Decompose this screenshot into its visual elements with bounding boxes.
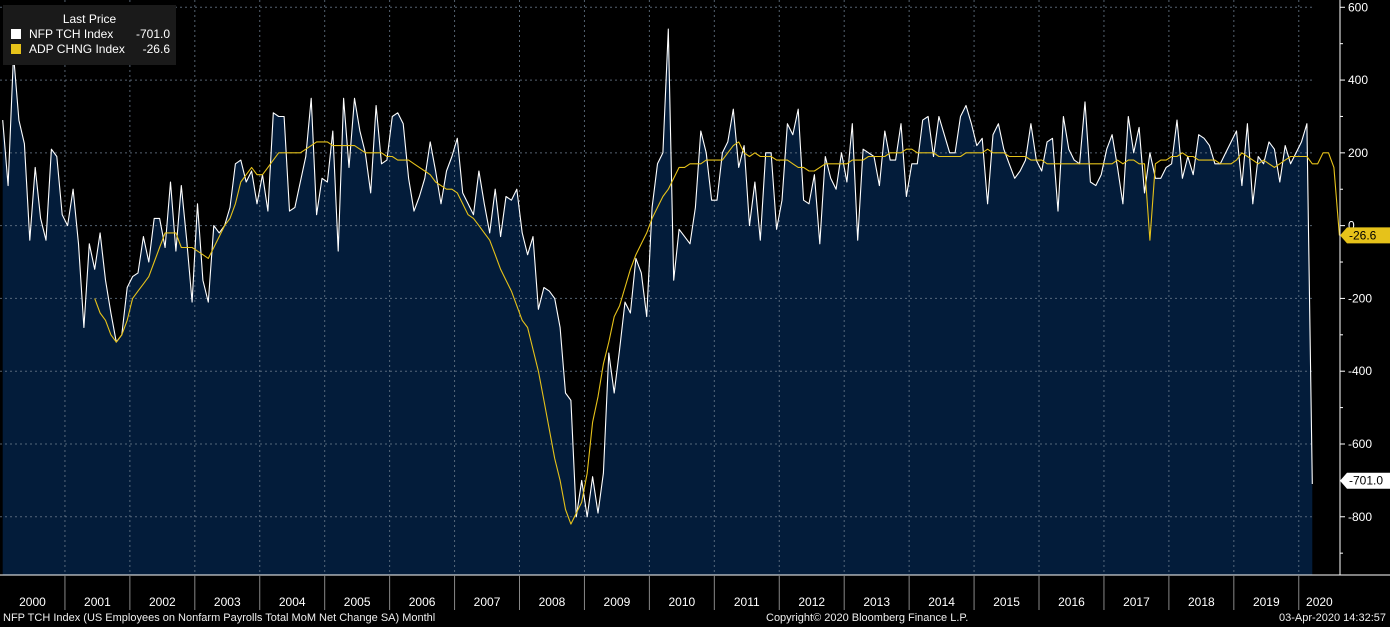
legend-name-adp: ADP CHNG Index [29, 42, 125, 56]
line-chart: 6004002000-200-400-600-800-26.6-701.0200… [0, 0, 1390, 610]
x-tick-label-2016: 2016 [1058, 595, 1085, 609]
x-tick-label-2010: 2010 [669, 595, 696, 609]
x-tick-label-2003: 2003 [214, 595, 241, 609]
x-tick-label-2005: 2005 [344, 595, 371, 609]
x-tick-label-2019: 2019 [1253, 595, 1280, 609]
x-tick-label-2009: 2009 [604, 595, 631, 609]
x-tick-label-2013: 2013 [863, 595, 890, 609]
nfp-last-value-badge-label: -701.0 [1349, 474, 1383, 488]
x-tick-label-2004: 2004 [279, 595, 306, 609]
x-tick-label-2012: 2012 [798, 595, 825, 609]
x-tick-label-2015: 2015 [993, 595, 1020, 609]
x-tick-label-2011: 2011 [734, 595, 760, 609]
adp-last-value-badge-bg [1340, 227, 1390, 244]
nfp-area-fill [2, 29, 1313, 576]
footer-bar: NFP TCH Index (US Employees on Nonfarm P… [0, 610, 1390, 627]
legend-item-nfp: NFP TCH Index -701.0 [3, 27, 176, 42]
y-tick-label-400: 400 [1348, 73, 1368, 87]
x-tick-label-2018: 2018 [1188, 595, 1215, 609]
footer-timestamp: 03-Apr-2020 14:32:57 [1278, 612, 1386, 624]
x-tick-label-2000: 2000 [19, 595, 46, 609]
x-tick-label-2014: 2014 [928, 595, 955, 609]
y-tick-label--200: -200 [1348, 291, 1372, 305]
y-tick-label--400: -400 [1348, 364, 1372, 378]
y-tick-label--800: -800 [1348, 510, 1372, 524]
legend-swatch-adp [11, 44, 21, 54]
legend: Last Price NFP TCH Index -701.0 ADP CHNG… [3, 5, 176, 65]
y-tick-label-200: 200 [1348, 146, 1368, 160]
footer-description: NFP TCH Index (US Employees on Nonfarm P… [3, 612, 436, 624]
x-axis-band [0, 575, 1390, 610]
legend-header: Last Price [62, 12, 117, 26]
adp-series-line [94, 141, 1340, 525]
y-tick-label--600: -600 [1348, 437, 1372, 451]
x-tick-label-2017: 2017 [1123, 595, 1150, 609]
legend-value-nfp: -701.0 [135, 27, 170, 41]
footer-copyright: Copyright© 2020 Bloomberg Finance L.P. [766, 612, 969, 624]
x-tick-label-2001: 2001 [84, 595, 111, 609]
legend-item-adp: ADP CHNG Index -26.6 [3, 42, 176, 57]
legend-value-adp: -26.6 [142, 42, 170, 56]
legend-name-nfp: NFP TCH Index [29, 27, 114, 41]
x-tick-label-2002: 2002 [149, 595, 176, 609]
legend-swatch-nfp [11, 29, 21, 39]
nfp-series-line [2, 28, 1313, 518]
y-tick-label-0: 0 [1348, 219, 1355, 233]
x-tick-label-2008: 2008 [539, 595, 566, 609]
x-tick-label-2006: 2006 [409, 595, 436, 609]
y-tick-label-600: 600 [1348, 0, 1368, 14]
x-tick-label-2020: 2020 [1306, 595, 1333, 609]
nfp-last-value-badge-bg [1340, 472, 1390, 489]
x-tick-label-2007: 2007 [474, 595, 501, 609]
adp-last-value-badge-label: -26.6 [1349, 228, 1377, 242]
